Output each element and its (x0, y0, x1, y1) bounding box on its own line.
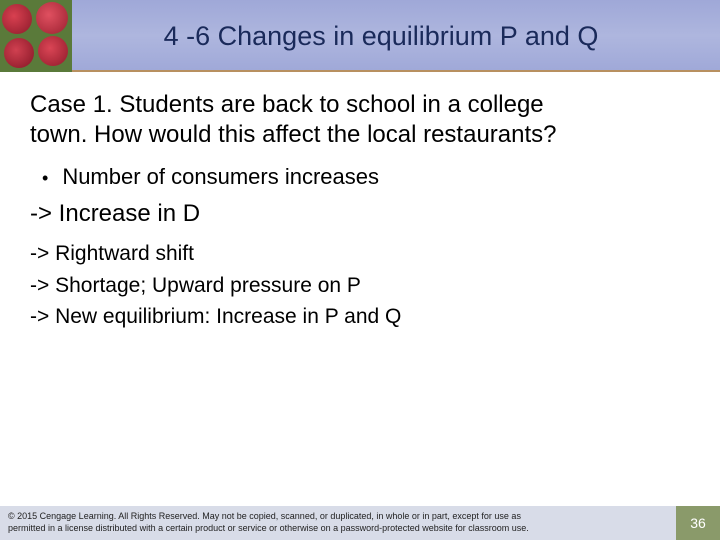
slide-content: Case 1. Students are back to school in a… (0, 72, 720, 333)
page-number: 36 (676, 506, 720, 540)
slide-title: 4 -6 Changes in equilibrium P and Q (72, 21, 720, 52)
bullet-item: • Number of consumers increases (30, 164, 690, 190)
header-roses-image (0, 0, 72, 72)
slide-footer: © 2015 Cengage Learning. All Rights Rese… (0, 506, 720, 540)
conclusion-line: -> Shortage; Upward pressure on P (30, 270, 690, 302)
rose-decoration (4, 38, 34, 68)
copyright-line: permitted in a license distributed with … (8, 523, 668, 535)
case-line: town. How would this affect the local re… (30, 121, 557, 148)
bullet-text: Number of consumers increases (62, 164, 379, 190)
case-description: Case 1. Students are back to school in a… (30, 90, 690, 150)
slide-header: 4 -6 Changes in equilibrium P and Q (0, 0, 720, 72)
bullet-marker: • (42, 168, 48, 189)
rose-decoration (38, 36, 68, 66)
case-line: Case 1. Students are back to school in a… (30, 91, 544, 118)
conclusion-line: -> Rightward shift (30, 238, 690, 270)
rose-decoration (2, 4, 32, 34)
conclusion-main: -> Increase in D (30, 200, 690, 228)
header-divider (72, 70, 720, 72)
copyright-line: © 2015 Cengage Learning. All Rights Rese… (8, 511, 668, 523)
copyright-text: © 2015 Cengage Learning. All Rights Rese… (0, 506, 676, 540)
conclusion-line: -> New equilibrium: Increase in P and Q (30, 301, 690, 333)
rose-decoration (36, 2, 68, 34)
